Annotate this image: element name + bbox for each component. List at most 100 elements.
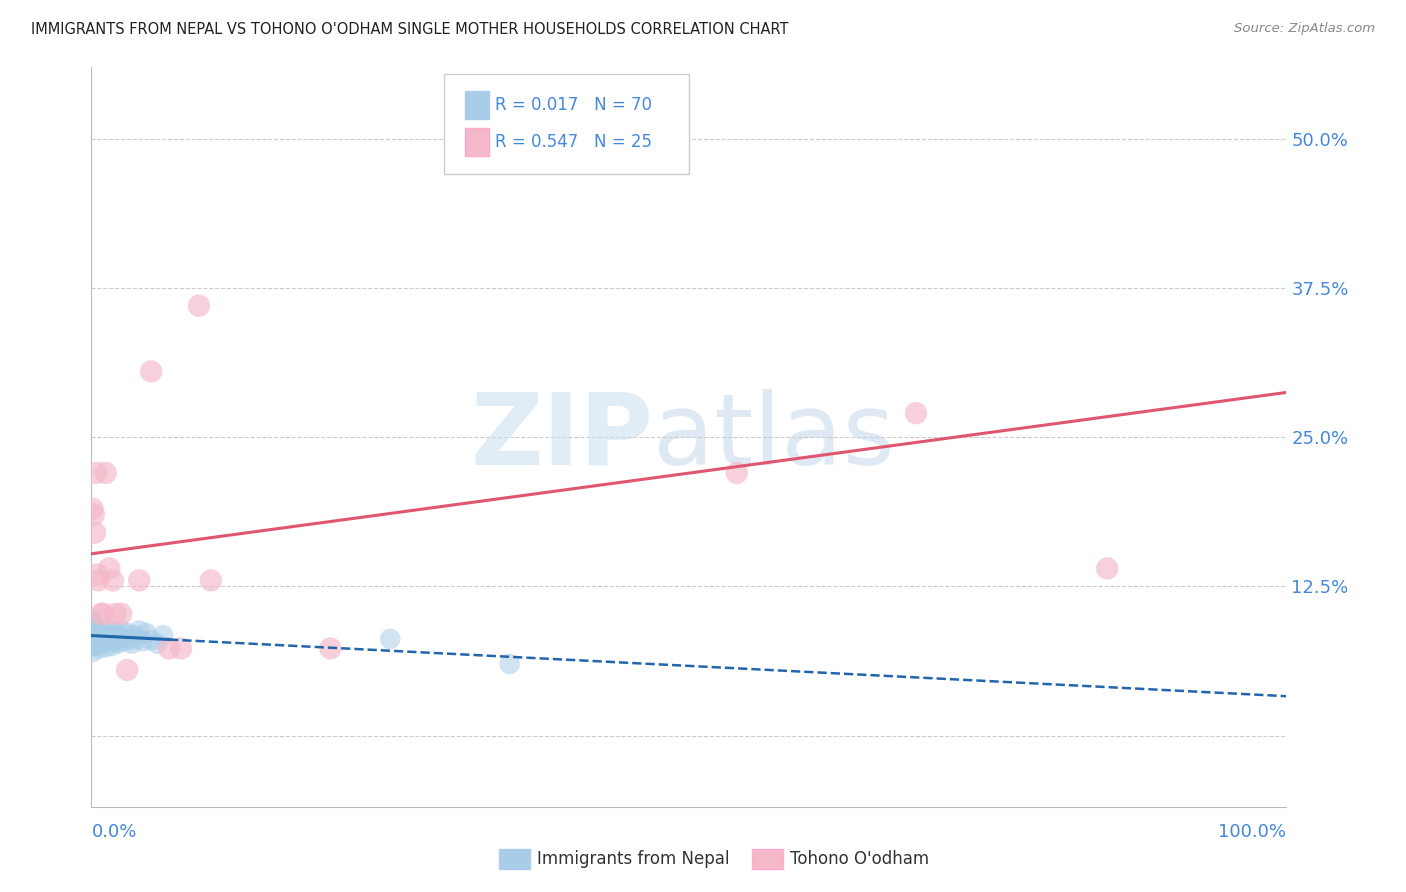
Point <box>82 628 104 642</box>
Point <box>128 624 150 638</box>
Point <box>104 607 127 621</box>
Point <box>100 626 122 640</box>
Point <box>94 640 117 655</box>
Point <box>112 634 135 648</box>
Point <box>96 632 118 646</box>
Point <box>82 617 104 632</box>
Text: atlas: atlas <box>652 389 894 485</box>
Point <box>108 628 131 642</box>
Point <box>94 466 117 480</box>
Point <box>89 633 111 648</box>
Point <box>82 501 104 516</box>
Point <box>82 633 104 648</box>
Point <box>84 635 107 649</box>
Point <box>90 628 112 642</box>
Point <box>86 630 108 644</box>
Point <box>128 574 150 588</box>
Text: 0.0%: 0.0% <box>91 822 136 841</box>
Point <box>1097 561 1119 575</box>
Point <box>101 574 124 588</box>
Point <box>84 639 107 653</box>
Text: R = 0.017   N = 70: R = 0.017 N = 70 <box>495 95 652 113</box>
Point <box>93 607 114 621</box>
Point <box>84 628 107 642</box>
Point <box>152 628 174 642</box>
Text: Source: ZipAtlas.com: Source: ZipAtlas.com <box>1234 22 1375 36</box>
FancyBboxPatch shape <box>465 91 489 119</box>
Point <box>82 631 104 645</box>
Point <box>319 641 342 656</box>
Point <box>83 616 105 631</box>
Point <box>83 508 105 522</box>
Point <box>84 624 107 638</box>
Point <box>93 627 115 641</box>
Point <box>558 144 581 158</box>
Text: 100.0%: 100.0% <box>1219 822 1286 841</box>
Point <box>115 626 138 640</box>
Point <box>905 406 928 420</box>
Point <box>86 638 108 652</box>
Point <box>83 635 105 649</box>
Point <box>98 634 121 648</box>
Point <box>82 638 104 652</box>
Point <box>103 634 125 648</box>
Point <box>83 626 105 640</box>
Point <box>141 364 162 378</box>
Point <box>101 631 124 645</box>
Point <box>87 574 110 588</box>
Point <box>82 624 104 639</box>
Point <box>83 619 105 633</box>
Text: ZIP: ZIP <box>470 389 652 485</box>
Point <box>82 624 104 638</box>
Point <box>82 615 104 630</box>
Point <box>141 633 162 648</box>
Point <box>135 626 157 640</box>
Text: Immigrants from Nepal: Immigrants from Nepal <box>537 850 730 868</box>
Point <box>83 633 105 648</box>
Point <box>97 624 120 638</box>
Point <box>93 635 114 649</box>
Point <box>132 634 155 648</box>
Point <box>82 624 104 638</box>
Point <box>87 626 110 640</box>
Point <box>82 639 104 653</box>
Point <box>87 634 110 648</box>
Text: Tohono O'odham: Tohono O'odham <box>790 850 929 868</box>
Point <box>121 637 143 651</box>
Point <box>110 607 132 621</box>
Point <box>118 633 141 648</box>
Point <box>91 632 114 646</box>
Point <box>157 641 180 656</box>
Point <box>82 619 104 633</box>
Point <box>82 627 104 641</box>
Point <box>82 613 104 627</box>
Point <box>107 637 129 651</box>
Point <box>98 561 121 575</box>
Point <box>498 657 520 671</box>
Point <box>84 621 107 635</box>
Point <box>80 627 103 641</box>
Point <box>84 525 107 540</box>
Point <box>83 630 105 644</box>
Point <box>105 633 128 648</box>
Point <box>82 621 104 635</box>
Point <box>89 641 111 656</box>
Point <box>84 466 107 480</box>
Point <box>725 466 748 480</box>
FancyBboxPatch shape <box>465 128 489 156</box>
Point <box>82 645 104 659</box>
Text: R = 0.547   N = 25: R = 0.547 N = 25 <box>495 134 652 152</box>
Point <box>108 632 131 646</box>
Point <box>83 623 105 637</box>
Point <box>187 299 211 313</box>
Point <box>124 628 146 642</box>
Point <box>378 632 402 646</box>
Point <box>83 624 105 639</box>
Point <box>115 663 138 677</box>
Point <box>125 632 148 646</box>
FancyBboxPatch shape <box>444 74 689 174</box>
Point <box>84 631 107 645</box>
Point <box>90 637 112 651</box>
Point <box>90 607 112 621</box>
Point <box>86 567 108 582</box>
